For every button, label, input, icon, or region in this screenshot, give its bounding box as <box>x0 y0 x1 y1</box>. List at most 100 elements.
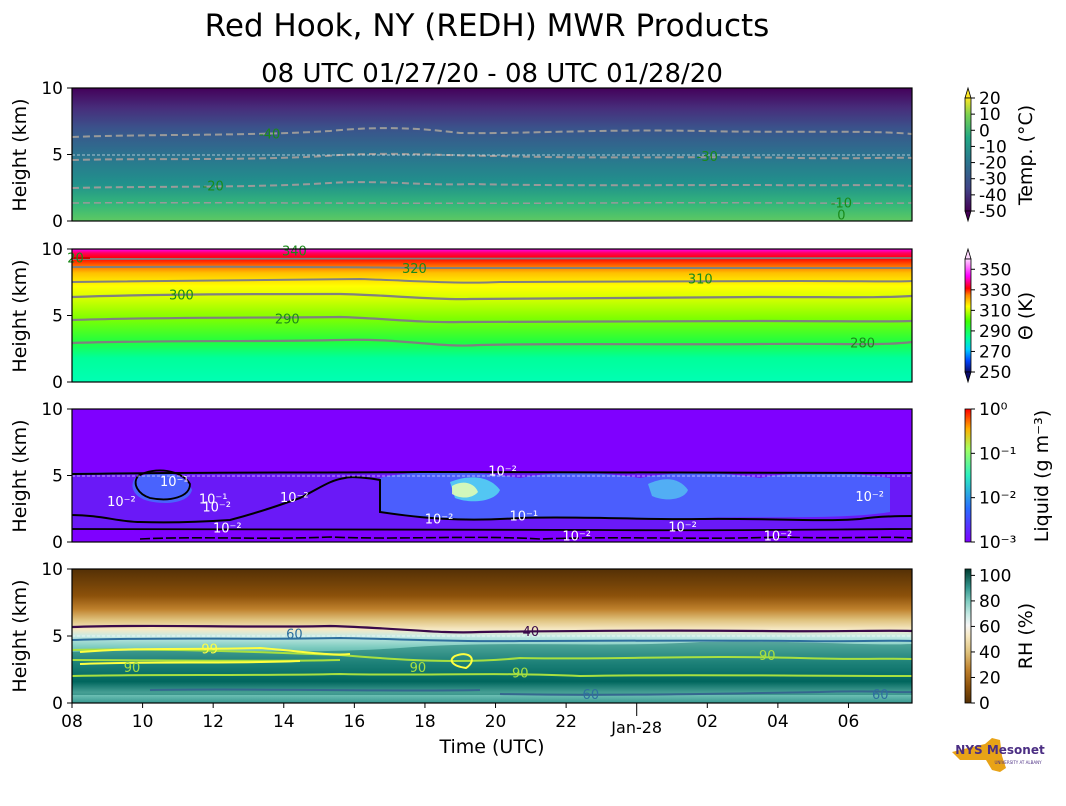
colorbar-tick-label: 80 <box>979 592 1001 612</box>
liquid-cloud <box>452 482 478 498</box>
theta-contour <box>72 257 912 260</box>
theta-ylabel: Height (km) <box>9 259 31 372</box>
colorbar-tick-label: -10 <box>979 137 1007 157</box>
rh-cloud <box>72 641 912 695</box>
rh-contour <box>149 688 912 696</box>
x-tick-label: 12 <box>202 712 224 732</box>
contour-label: 90 <box>124 661 141 676</box>
liquid-contour <box>72 470 912 475</box>
temperature-contour <box>72 181 912 189</box>
contour-label: 90 <box>410 661 427 676</box>
contour-label: 90 <box>759 649 776 664</box>
colorbar-label: Temp. (°C) <box>1015 105 1037 206</box>
contour-label: 10⁻² <box>107 495 136 510</box>
contour-label: 10⁻¹ <box>509 510 538 525</box>
contour-label: 10⁻² <box>562 530 591 545</box>
x-tick-label: 14 <box>273 712 295 732</box>
colorbar-label: Liquid (g m⁻³) <box>1031 410 1053 542</box>
theta-contour <box>72 315 912 324</box>
contour-label: 10⁻¹ <box>199 492 228 507</box>
rh-contour <box>72 659 912 678</box>
contour-label: 10⁻² <box>213 522 242 537</box>
y-tick-label: 10 <box>41 400 63 420</box>
colorbar-arrow-bottom <box>964 371 972 384</box>
colorbar-tick-label: 60 <box>979 617 1001 637</box>
ny-state-shape-icon <box>952 738 1006 772</box>
contour-label: 60 <box>583 688 600 703</box>
colorbar-tick-label: -20 <box>979 154 1007 174</box>
colorbar-tick-label: 270 <box>979 342 1011 362</box>
theta-contour <box>72 265 912 270</box>
contour-label: 20 <box>67 251 84 266</box>
rh-colorbar: 100 80 60 40 20 0 RH (%) <box>964 566 1037 714</box>
colorbar-tick-label: 10⁻² <box>979 489 1016 509</box>
figure-title: Red Hook, NY (REDH) MWR Products <box>205 8 770 44</box>
y-tick-label: 10 <box>41 560 63 580</box>
contour-label: 10⁻² <box>202 500 231 515</box>
contour-label: 0 <box>837 209 845 224</box>
contour-label: 10⁻² <box>764 530 793 545</box>
contour-label: 340 <box>282 245 307 260</box>
contour-label: 90 <box>512 667 529 682</box>
temperature-contour <box>72 201 912 205</box>
y-tick-label: 0 <box>52 212 63 232</box>
contour-label: 290 <box>275 312 300 327</box>
colorbar-label: Θ (K) <box>1015 292 1037 340</box>
liquid-colorbar: 10⁰ 10⁻¹ 10⁻² 10⁻³ Liquid (g m⁻³) <box>964 400 1053 553</box>
rh-contour <box>72 636 912 643</box>
x-tick-label: 10 <box>132 712 154 732</box>
colorbar-tick-label: 10 <box>979 105 1001 125</box>
contour-label: 10⁻² <box>855 490 884 505</box>
time-xlabel: Time (UTC) <box>438 736 544 758</box>
colorbar-arrow-top <box>964 247 972 260</box>
contour-label: -10 <box>831 197 852 212</box>
y-tick-label: 10 <box>41 79 63 99</box>
contour-label: 300 <box>169 289 194 304</box>
liquid-contour <box>72 476 912 524</box>
contour-label: -20 <box>203 179 224 194</box>
liquid-ylabel: Height (km) <box>9 419 31 532</box>
colorbar-scale <box>964 258 972 373</box>
x-tick-label: 02 <box>696 712 718 732</box>
colorbar-tick-label: 10⁻¹ <box>979 444 1016 464</box>
contour-label: 280 <box>850 336 875 351</box>
colorbar-tick-label: 20 <box>979 89 1001 109</box>
contour-label: 60 <box>872 688 889 703</box>
colorbar-scale <box>964 97 972 212</box>
y-tick-label: 5 <box>52 146 63 166</box>
liquid-cloud <box>380 472 890 520</box>
rh-contour <box>72 624 912 634</box>
colorbar-tick-label: -40 <box>979 186 1007 206</box>
contour-label: 320 <box>402 262 427 277</box>
colorbar-tick-label: 10⁰ <box>979 400 1008 420</box>
contour-label: 10⁻¹ <box>160 475 189 490</box>
rh-contour <box>79 646 473 670</box>
liquid-contour <box>139 536 912 540</box>
theta-field <box>72 249 912 382</box>
rh-panel: 40 60 90 99 90 90 90 60 60 0 5 10 Height (km) 08 10… <box>9 560 913 758</box>
x-tick-label: 22 <box>555 712 577 732</box>
x-tick-label: 18 <box>414 712 436 732</box>
liquid-cloud <box>132 472 192 503</box>
contour-label: 310 <box>688 273 713 288</box>
liquid-panel: 10⁻²10⁻¹10⁻² 10⁻¹10⁻²10⁻²10⁻²10⁻² 10⁻¹10⁻²… <box>9 400 913 553</box>
x-tick-label: 04 <box>767 712 789 732</box>
colorbar-tick-label: 20 <box>979 668 1001 688</box>
theta-contour <box>72 277 912 284</box>
theta-panel: 280 290 300 310 320 340 20 0 5 10 Height (km) <box>9 240 913 393</box>
colorbar-scale <box>964 408 972 543</box>
figure-subtitle: 08 UTC 01/27/20 - 08 UTC 01/28/20 <box>261 59 723 89</box>
colorbar-tick-label: 310 <box>979 301 1011 321</box>
colorbar-arrow-bottom <box>964 210 972 223</box>
colorbar-tick-label: 10⁻³ <box>979 533 1016 553</box>
contour-label: -40 <box>259 128 280 143</box>
temperature-contour <box>72 152 912 161</box>
y-tick-label: 0 <box>52 373 63 393</box>
liquid-contour <box>134 469 191 501</box>
rh-ylabel: Height (km) <box>9 579 31 692</box>
y-tick-label: 10 <box>41 240 63 260</box>
x-tick-label: 16 <box>344 712 366 732</box>
